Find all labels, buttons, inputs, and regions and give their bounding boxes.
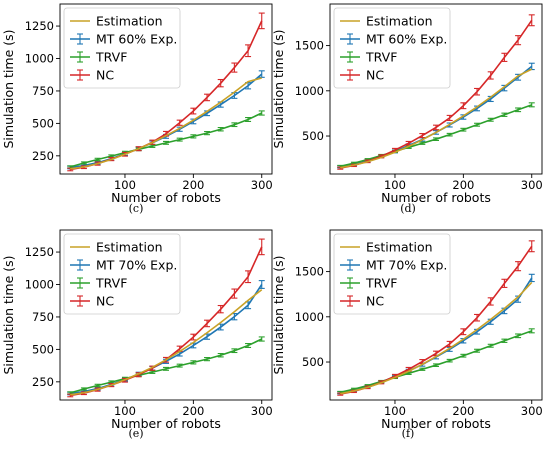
series-estimation [340,281,533,395]
y-axis-label: Simulation time (s) [1,29,16,148]
y-tick-label: 250 [32,149,54,163]
legend: Estimation MT 60% Exp. TRVF NC [63,7,181,89]
legend-entry: MT 70% Exp. [96,258,177,273]
legend: Estimation MT 70% Exp. TRVF NC [333,233,451,315]
x-tick-label: 100 [384,404,406,418]
series-trvf [67,336,265,395]
series-estimation [340,68,533,169]
series-line [70,289,263,396]
y-tick-label: 1500 [295,39,324,53]
legend-entry: MT 60% Exp. [96,32,177,47]
series-line [340,68,533,169]
legend-entry: TRVF [365,50,397,65]
legend-entry: NC [96,294,114,309]
x-tick-label: 100 [114,404,136,418]
x-axis-label: Number of robots [111,416,221,431]
legend-entry: MT 70% Exp. [366,258,447,273]
legend-entry: TRVF [95,276,127,291]
series-line [340,281,533,395]
y-axis-label: Simulation time (s) [271,255,286,374]
series-estimation [70,77,262,170]
y-tick-label: 1250 [25,245,54,259]
legend-entry: MT 60% Exp. [366,32,447,47]
panel-caption: (e) [128,427,143,440]
x-tick-label: 200 [452,404,474,418]
y-axis-label: Simulation time (s) [1,255,16,374]
legend-entry: Estimation [366,14,433,29]
y-tick-label: 1000 [295,310,324,324]
y-tick-label: 500 [302,355,324,369]
series-trvf [337,102,535,168]
y-tick-label: 500 [302,129,324,143]
x-tick-label: 300 [251,178,273,192]
y-tick-label: 1000 [295,84,324,98]
y-tick-label: 750 [32,84,54,98]
chart-panel-f: 100 200 300 500 1000 1500 Number of robots Simu… [271,229,543,440]
plot-frame [329,3,543,175]
legend-entry: Estimation [96,240,163,255]
y-tick-label: 500 [32,342,54,356]
legend-entry: NC [366,294,384,309]
series-line [340,330,533,394]
y-axis-label: Simulation time (s) [271,29,286,148]
legend-entry: TRVF [365,276,397,291]
series-line [340,104,533,168]
series-trvf [67,110,265,169]
x-axis-label: Number of robots [381,416,491,431]
plot-frame [59,3,273,175]
x-tick-label: 200 [452,178,474,192]
chart-panel-c: 100 200 300 250 500 750 1000 1250 Number of robo… [1,3,273,215]
x-axis-label: Number of robots [381,190,491,205]
x-tick-label: 300 [521,404,543,418]
legend-entry: TRVF [95,50,127,65]
x-tick-label: 100 [384,178,406,192]
y-tick-label: 250 [32,375,54,389]
y-tick-label: 1500 [295,265,324,279]
y-tick-label: 1000 [25,52,54,66]
chart-panel-e: 100 200 300 250 500 750 1000 1250 Number of robo… [1,229,273,440]
legend-box [333,7,451,89]
y-tick-label: 500 [32,116,54,130]
x-tick-label: 200 [182,404,204,418]
chart-panel-d: 100 200 300 500 1000 1500 Number of robots Simu… [271,3,543,215]
plot-frame [329,229,543,401]
legend-box [333,233,451,315]
y-tick-label: 750 [32,310,54,324]
legend-entry: NC [366,68,384,83]
legend: Estimation MT 60% Exp. TRVF NC [333,7,451,89]
series-trvf [337,328,535,394]
x-tick-label: 300 [521,178,543,192]
y-tick-label: 1000 [25,278,54,292]
legend-entry: NC [96,68,114,83]
y-tick-label: 1250 [25,19,54,33]
plot-frame [59,229,273,401]
x-tick-label: 300 [251,404,273,418]
series-estimation [70,289,263,396]
x-axis-label: Number of robots [111,190,221,205]
legend-box [63,233,181,315]
series-line [70,77,262,170]
panel-caption: (d) [400,202,416,215]
legend-entry: Estimation [96,14,163,29]
panel-caption: (f) [402,427,415,440]
legend: Estimation MT 70% Exp. TRVF NC [63,233,181,315]
legend-entry: Estimation [366,240,433,255]
x-tick-label: 100 [114,178,136,192]
panel-caption: (c) [129,202,144,215]
x-tick-label: 200 [182,178,204,192]
legend-box [63,7,181,89]
